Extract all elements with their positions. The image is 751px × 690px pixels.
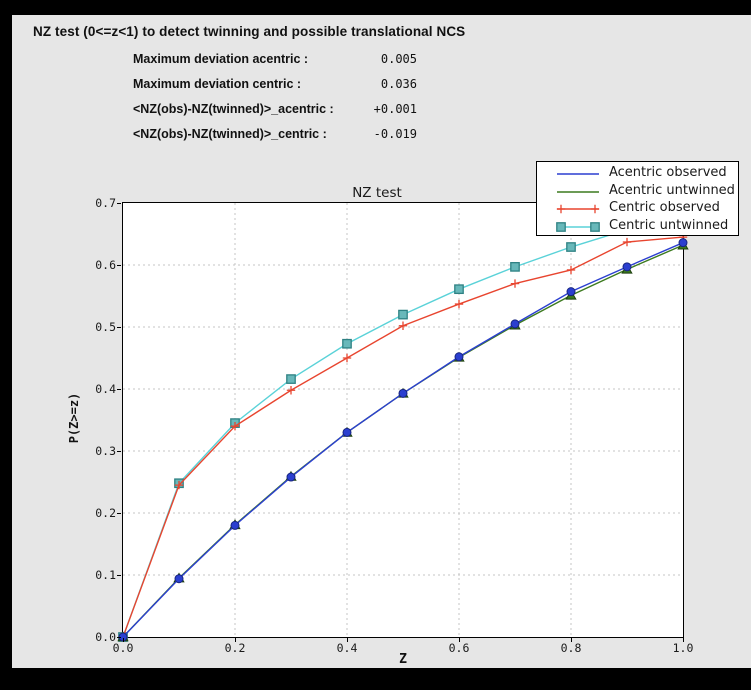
- square-marker-icon: [398, 309, 408, 320]
- legend-label: Acentric observed: [609, 165, 727, 180]
- legend-item: Centric untwinned: [537, 217, 738, 234]
- stat-value: 0.005: [380, 52, 417, 66]
- plot-canvas: [117, 203, 689, 642]
- legend: Acentric observed Acentric untwinned Centr…: [536, 161, 739, 236]
- y-tick: [117, 451, 121, 452]
- circle-marker-icon: [342, 427, 352, 437]
- legend-swatch: [557, 173, 599, 175]
- stat-row: Maximum deviation acentric : 0.005: [12, 52, 751, 68]
- y-tick: [117, 265, 121, 266]
- y-tick-label: 0.4: [95, 382, 116, 396]
- y-tick: [117, 327, 121, 328]
- report-window: NZ test (0<=z<1) to detect twinning and …: [12, 15, 751, 668]
- circle-marker-icon: [678, 238, 688, 248]
- square-marker-icon: [556, 221, 566, 232]
- legend-swatch: [556, 221, 600, 232]
- legend-item: Acentric observed: [537, 164, 738, 181]
- y-tick: [117, 389, 121, 390]
- legend-label: Acentric untwinned: [609, 182, 735, 198]
- y-tick-label: 0.1: [95, 568, 116, 582]
- circle-marker-icon: [566, 287, 576, 297]
- stat-label: <NZ(obs)-NZ(twinned)>_centric :: [133, 127, 327, 141]
- plus-marker-icon: [622, 237, 632, 247]
- square-marker-icon: [566, 242, 576, 252]
- x-tick: [235, 638, 236, 642]
- square-marker-icon: [510, 262, 520, 272]
- plus-marker-icon: [286, 386, 296, 395]
- x-tick-label: 0.2: [224, 641, 246, 655]
- x-tick: [683, 638, 684, 642]
- y-tick-label: 0.2: [95, 506, 116, 520]
- x-tick: [459, 638, 460, 642]
- circle-marker-icon: [454, 352, 464, 362]
- plus-marker-icon: [174, 480, 184, 490]
- x-tick-label: 1.0: [672, 641, 694, 655]
- plus-marker-icon: [566, 265, 576, 275]
- square-marker-icon: [286, 374, 296, 384]
- plus-marker-icon: [454, 299, 464, 309]
- series-line-acentric-observed: [122, 242, 684, 638]
- x-tick-label: 0.6: [448, 641, 470, 655]
- y-tick-label: 0.6: [95, 258, 116, 272]
- y-tick: [117, 203, 121, 204]
- plus-marker-icon: [556, 204, 566, 214]
- series-line-centric-observed: [122, 236, 684, 638]
- legend-item: Centric observed: [537, 199, 738, 216]
- legend-label: Centric untwinned: [609, 217, 729, 233]
- stat-row: <NZ(obs)-NZ(twinned)>_acentric : +0.001: [12, 102, 751, 118]
- y-tick: [117, 513, 121, 514]
- stat-label: Maximum deviation centric :: [133, 77, 302, 91]
- stat-row: <NZ(obs)-NZ(twinned)>_centric : -0.019: [12, 127, 751, 143]
- y-tick: [117, 575, 121, 576]
- stat-value: -0.019: [373, 127, 417, 141]
- circle-marker-icon: [174, 574, 184, 584]
- x-tick-label: 0.4: [336, 641, 358, 655]
- stat-row: Maximum deviation centric : 0.036: [12, 77, 751, 93]
- x-tick-label: 0.8: [560, 641, 582, 655]
- circle-marker-icon: [286, 472, 296, 482]
- legend-swatch: [556, 204, 600, 214]
- y-tick-label: 0.3: [95, 444, 116, 458]
- x-tick-label: 0.0: [112, 641, 134, 655]
- square-marker-icon: [590, 221, 600, 232]
- y-tick-label: 0.5: [95, 320, 116, 334]
- legend-swatch: [557, 190, 599, 193]
- y-tick: [117, 637, 121, 638]
- stat-label: <NZ(obs)-NZ(twinned)>_acentric :: [133, 102, 334, 116]
- plus-marker-icon: [398, 321, 408, 330]
- x-tick: [571, 638, 572, 642]
- series-line-centric-untwinned: [122, 212, 684, 638]
- page-title: NZ test (0<=z<1) to detect twinning and …: [33, 24, 466, 39]
- circle-marker-icon: [398, 388, 408, 398]
- y-axis-label: P(Z>=z): [67, 392, 81, 444]
- plus-marker-icon: [590, 204, 600, 214]
- square-marker-icon: [342, 338, 352, 349]
- x-tick: [347, 638, 348, 642]
- x-axis-label: Z: [399, 652, 407, 667]
- chart-title: NZ test: [352, 185, 402, 201]
- stat-value: +0.001: [373, 102, 417, 116]
- plus-marker-icon: [230, 422, 240, 431]
- circle-marker-icon: [510, 319, 520, 329]
- stat-label: Maximum deviation acentric :: [133, 52, 309, 66]
- circle-marker-icon: [230, 520, 240, 530]
- y-tick-label: 0.7: [95, 196, 116, 210]
- circle-marker-icon: [622, 262, 632, 272]
- legend-label: Centric observed: [609, 200, 720, 215]
- legend-item: Acentric untwinned: [537, 182, 738, 199]
- stat-value: 0.036: [380, 77, 417, 91]
- series-line-acentric-untwinned: [122, 244, 684, 638]
- plus-marker-icon: [342, 353, 352, 363]
- x-tick: [123, 638, 124, 642]
- plus-marker-icon: [510, 279, 520, 288]
- square-marker-icon: [454, 284, 464, 295]
- y-tick-label: 0.0: [95, 630, 116, 644]
- plot-area: [117, 202, 689, 642]
